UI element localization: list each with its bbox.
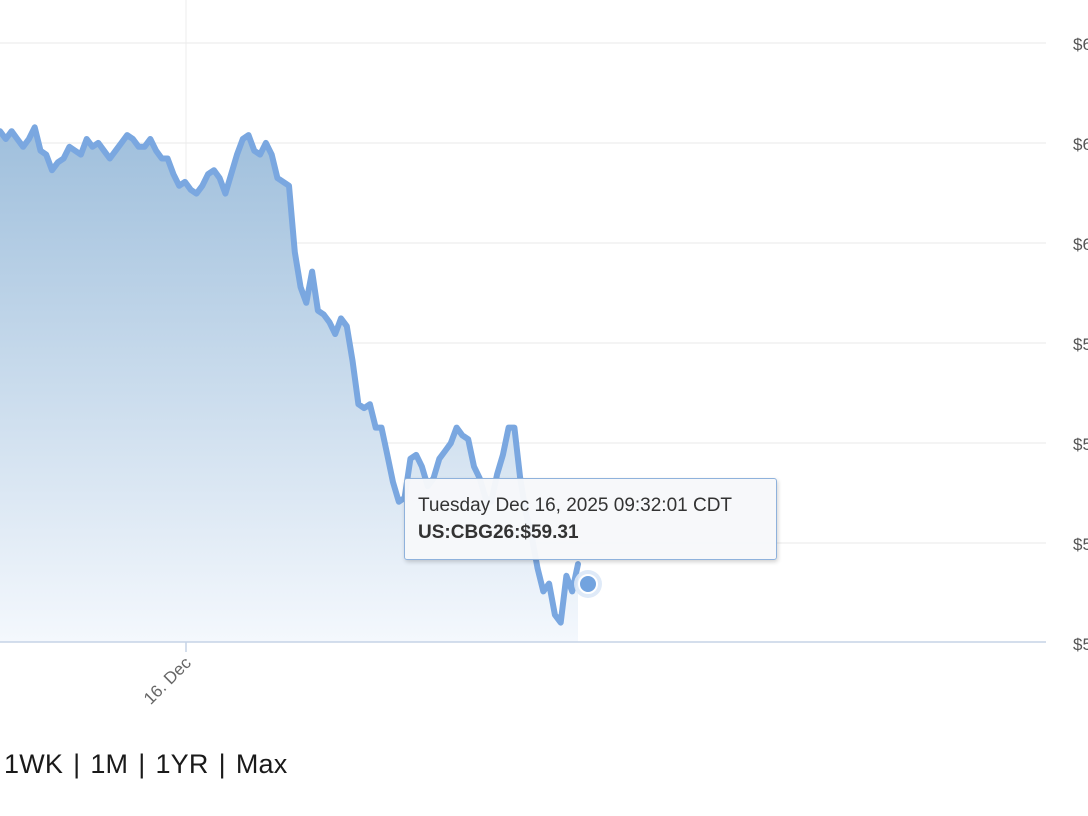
y-tick-label: $6 [1073, 135, 1088, 154]
range-button-1yr[interactable]: 1YR [155, 749, 209, 779]
tooltip-datetime: Tuesday Dec 16, 2025 09:32:01 CDT [418, 495, 733, 516]
y-axis-labels: $6 $6 $6 $5 $5 $5 $5 [1073, 35, 1088, 654]
range-button-1m[interactable]: 1M [90, 749, 129, 779]
y-tick-label: $6 [1073, 235, 1088, 254]
y-tick-label: $5 [1073, 435, 1088, 454]
range-separator: | [218, 749, 226, 779]
tooltip: Tuesday Dec 16, 2025 09:32:01 CDT US:CBG… [404, 478, 777, 560]
y-tick-label: $6 [1073, 35, 1088, 54]
tooltip-price: US:CBG26:$59.31 [418, 522, 579, 543]
range-separator: | [73, 749, 81, 779]
y-tick-label: $5 [1073, 635, 1088, 654]
hover-marker[interactable] [578, 574, 598, 594]
tooltip-value: $59.31 [520, 522, 579, 543]
x-tick-label: 16. Dec [140, 653, 195, 708]
range-selector: 1WK | 1M | 1YR | Max [4, 749, 287, 780]
y-tick-label: $5 [1073, 335, 1088, 354]
range-button-1wk[interactable]: 1WK [4, 749, 64, 779]
range-separator: | [138, 749, 146, 779]
range-button-max[interactable]: Max [235, 749, 288, 779]
price-chart[interactable]: 16. Dec $6 $6 $6 $5 $5 $5 $5 [0, 0, 1088, 720]
tooltip-symbol: US:CBG26 [418, 522, 515, 543]
y-tick-label: $5 [1073, 535, 1088, 554]
